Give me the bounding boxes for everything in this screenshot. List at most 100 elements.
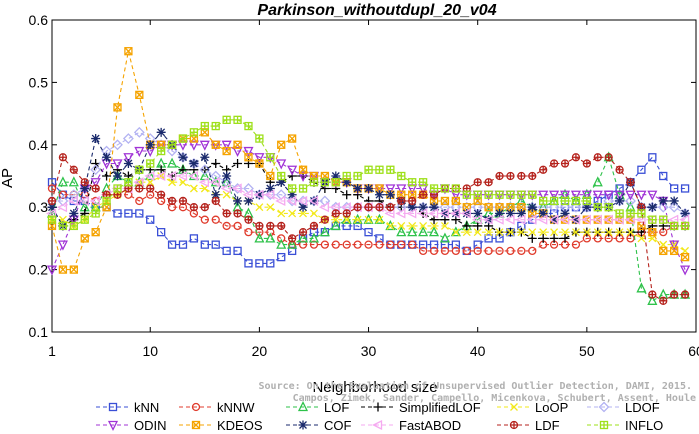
data-point-cof: [418, 202, 428, 212]
data-point-ldf: [69, 165, 78, 174]
data-point-fastabod: [504, 214, 515, 225]
data-point-odin: [559, 190, 571, 201]
data-point-knn: [124, 209, 133, 218]
data-point-knnw: [484, 246, 493, 256]
series-line-knnw: [51, 188, 686, 252]
data-point-knnw: [440, 246, 450, 256]
series-inflo: [47, 115, 690, 231]
legend-item-loop: LoOP: [497, 400, 568, 415]
data-point-inflo: [670, 221, 679, 231]
data-point-ldf: [277, 221, 286, 231]
data-point-loop: [189, 184, 198, 193]
data-point-knn: [255, 259, 264, 268]
data-point-fastabod: [384, 208, 395, 219]
data-point-inflo: [146, 159, 155, 168]
data-point-ldf: [604, 153, 613, 162]
data-point-loop: [255, 203, 264, 212]
watermark-line2: Campos, Zimek, Sander, Campello, Micenko…: [293, 392, 696, 404]
data-point-knn: [473, 240, 482, 249]
legend-label-ldf: LDF: [535, 418, 560, 433]
data-point-ldf: [397, 196, 406, 206]
data-point-knnw: [222, 221, 231, 231]
x-tick-label: 50: [579, 343, 595, 359]
data-point-knn: [200, 240, 209, 249]
data-point-simplifiedlof: [91, 159, 101, 169]
data-point-odin: [549, 190, 560, 201]
data-point-kdeos: [277, 140, 286, 149]
data-point-odin: [592, 190, 603, 201]
data-point-loop: [353, 215, 362, 224]
data-point-inflo: [287, 184, 297, 193]
data-point-fastabod: [198, 177, 209, 188]
data-point-knnw: [320, 240, 330, 249]
data-point-lof: [57, 176, 68, 187]
data-point-fastabod: [78, 195, 89, 207]
legend-marker-cof: [298, 420, 308, 430]
data-point-lof: [636, 282, 647, 293]
data-point-loop: [539, 228, 548, 237]
data-point-cof: [178, 152, 188, 162]
data-point-odin: [254, 153, 265, 164]
data-point-ldf: [178, 196, 188, 206]
data-point-ldf: [353, 203, 362, 212]
data-point-odin: [297, 171, 309, 182]
data-point-loop: [517, 228, 526, 237]
data-point-loop: [310, 209, 318, 218]
legend-label-cof: COF: [324, 418, 352, 433]
data-point-inflo: [113, 184, 122, 193]
data-point-kdeos: [58, 265, 68, 274]
data-point-fastabod: [318, 202, 330, 213]
data-point-inflo: [659, 215, 668, 224]
data-point-kdeos: [255, 159, 264, 168]
data-point-simplifiedlof: [473, 221, 483, 231]
data-point-cof: [527, 202, 537, 212]
data-point-inflo: [58, 221, 68, 231]
data-point-inflo: [539, 196, 548, 206]
y-tick-label: 0.6: [29, 12, 49, 28]
data-point-knnw: [397, 240, 406, 249]
data-point-knnw: [364, 240, 373, 249]
data-point-knnw: [233, 221, 242, 231]
data-point-loop: [615, 228, 624, 237]
data-point-kdeos: [680, 252, 690, 262]
data-point-cof: [91, 134, 101, 144]
data-point-odin: [243, 146, 254, 157]
data-point-simplifiedlof: [233, 159, 243, 169]
data-point-loop: [561, 228, 569, 237]
data-point-inflo: [386, 165, 395, 174]
data-point-ldof: [625, 195, 636, 207]
data-point-odin: [385, 184, 396, 195]
data-point-ldf: [222, 209, 231, 218]
data-point-kdeos: [113, 103, 122, 112]
data-point-loop: [495, 228, 504, 237]
data-point-inflo: [47, 215, 57, 224]
data-point-inflo: [178, 134, 188, 143]
data-point-knn: [167, 240, 177, 249]
data-point-loop: [375, 215, 384, 224]
data-point-odin: [112, 159, 123, 170]
data-point-ldf: [375, 203, 384, 212]
legend-item-lof: LOF: [286, 400, 349, 415]
data-point-ldf: [298, 228, 308, 237]
data-point-cof: [647, 202, 657, 212]
data-point-fastabod: [449, 208, 461, 219]
data-point-ldf: [680, 290, 690, 299]
data-point-odin: [276, 159, 287, 170]
data-point-ldf: [560, 159, 570, 168]
data-point-inflo: [517, 190, 526, 199]
data-point-odin: [90, 178, 101, 189]
data-point-lof: [374, 213, 385, 224]
legend-marker-ldf: [509, 420, 519, 430]
data-point-ldf: [200, 203, 209, 212]
data-point-kdeos: [135, 90, 144, 100]
data-point-inflo: [637, 209, 646, 218]
data-point-fastabod: [668, 214, 679, 225]
data-point-cof: [516, 208, 526, 218]
data-point-simplifiedlof: [429, 215, 439, 225]
data-point-lof: [385, 219, 396, 231]
data-point-inflo: [397, 171, 406, 181]
data-point-inflo: [484, 190, 493, 199]
data-point-inflo: [189, 128, 199, 137]
data-point-inflo: [211, 121, 220, 131]
data-point-ldof: [548, 201, 560, 213]
